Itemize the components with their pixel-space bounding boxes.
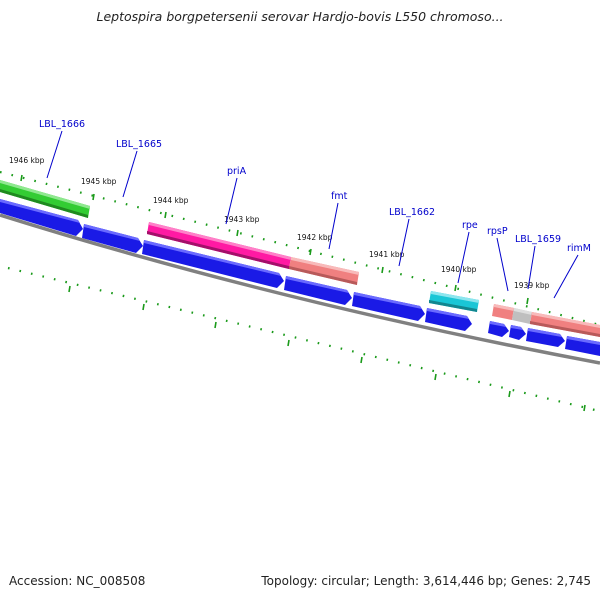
gene-label-rpsp[interactable]: rpsP xyxy=(487,226,508,237)
major-tick xyxy=(142,303,145,311)
gene-label-lbl-1662[interactable]: LBL_1662 xyxy=(389,207,435,218)
cds-track xyxy=(0,199,600,356)
leader-line xyxy=(46,130,63,179)
label-leaders xyxy=(46,130,579,299)
accession-text: Accession: NC_008508 xyxy=(9,574,146,588)
genome-summary-text: Topology: circular; Length: 3,614,446 bp… xyxy=(261,574,591,588)
cds-arrow[interactable] xyxy=(488,321,509,337)
leader-line xyxy=(457,231,470,284)
map-title: Leptospira borgpetersenii serovar Hardjo… xyxy=(96,9,504,24)
major-tick xyxy=(287,339,290,347)
major-tick xyxy=(526,297,529,305)
leader-line xyxy=(225,177,238,225)
magenta-feature[interactable] xyxy=(147,222,291,269)
major-tick xyxy=(164,211,167,219)
tick-label: 1939 kbp xyxy=(514,281,550,290)
leader-line xyxy=(328,202,339,250)
major-tick xyxy=(20,174,23,182)
salmon-feature[interactable] xyxy=(289,257,359,285)
gene-labels: LBL_1666 LBL_1665 priA fmt LBL_1662 rpe … xyxy=(39,119,591,254)
major-tick xyxy=(360,356,363,364)
tick-label: 1945 kbp xyxy=(81,177,117,186)
gene-label-rimm[interactable]: rimM xyxy=(567,243,591,254)
major-tick xyxy=(508,390,511,398)
tick-label: 1941 kbp xyxy=(369,250,405,259)
outer-dotted-line xyxy=(0,170,600,327)
gene-label-rpe[interactable]: rpe xyxy=(462,220,478,231)
inner-tick-row xyxy=(7,266,596,412)
major-tick xyxy=(583,404,586,412)
major-tick xyxy=(68,285,71,293)
tick-labels: 1946 kbp 1945 kbp 1944 kbp 1943 kbp 1942… xyxy=(9,156,550,290)
cds-arrow[interactable] xyxy=(0,199,83,236)
outer-tick-row xyxy=(0,170,600,327)
leader-line xyxy=(553,254,579,299)
cds-arrow[interactable] xyxy=(142,240,284,288)
genome-backbone xyxy=(0,213,600,365)
major-tick xyxy=(454,284,457,292)
grey-feature[interactable] xyxy=(512,308,532,324)
gene-label-pria[interactable]: priA xyxy=(227,166,247,177)
major-tick xyxy=(309,248,312,256)
gene-label-lbl-1659[interactable]: LBL_1659 xyxy=(515,234,561,245)
tick-label: 1946 kbp xyxy=(9,156,45,165)
salmon-feature[interactable] xyxy=(492,304,514,320)
leader-line xyxy=(496,237,509,292)
cds-arrow[interactable] xyxy=(526,328,565,347)
tick-label: 1943 kbp xyxy=(224,215,260,224)
major-tick xyxy=(381,266,384,274)
leader-line xyxy=(122,150,138,198)
green-feature[interactable] xyxy=(0,180,90,218)
major-tick xyxy=(214,321,217,329)
cyan-feature[interactable] xyxy=(429,291,479,312)
cds-arrow[interactable] xyxy=(509,325,526,340)
cds-arrow[interactable] xyxy=(425,308,472,331)
gene-label-lbl-1666[interactable]: LBL_1666 xyxy=(39,119,85,130)
tick-label: 1944 kbp xyxy=(153,196,189,205)
cds-arrow[interactable] xyxy=(565,336,600,356)
leader-line xyxy=(398,218,410,267)
leader-line xyxy=(527,245,536,290)
gene-label-fmt[interactable]: fmt xyxy=(331,191,348,202)
major-tick xyxy=(434,373,437,381)
feature-track xyxy=(0,180,600,337)
major-tick xyxy=(236,229,239,237)
tick-label: 1942 kbp xyxy=(297,233,333,242)
salmon-feature[interactable] xyxy=(530,312,600,337)
cds-arrow[interactable] xyxy=(352,292,425,321)
major-tick xyxy=(92,193,95,201)
gene-label-lbl-1665[interactable]: LBL_1665 xyxy=(116,139,162,150)
tick-label: 1940 kbp xyxy=(441,265,477,274)
cds-arrow[interactable] xyxy=(284,276,352,305)
cds-arrow[interactable] xyxy=(82,224,143,253)
